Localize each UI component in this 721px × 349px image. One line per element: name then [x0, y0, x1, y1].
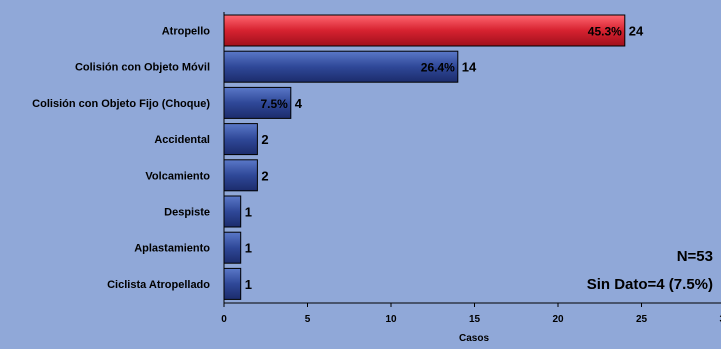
sample-size-note: N=53 [677, 248, 713, 265]
value-label: 14 [462, 60, 477, 75]
x-tick-label: 30 [719, 314, 721, 325]
value-label: 1 [245, 241, 252, 256]
x-axis-title: Casos [459, 333, 489, 344]
category-label: Colisión con Objeto Móvil [75, 62, 210, 74]
percent-label: 45.3% [588, 25, 622, 39]
category-label: Colisión con Objeto Fijo (Choque) [32, 98, 210, 110]
x-tick-label: 15 [469, 314, 481, 325]
percent-label: 7.5% [260, 97, 288, 111]
bar-3 [223, 123, 258, 156]
value-label: 2 [261, 168, 268, 183]
x-tick-label: 25 [636, 314, 648, 325]
x-tick-label: 0 [221, 314, 227, 325]
bar-5 [223, 195, 242, 228]
value-label: 1 [245, 277, 252, 292]
category-labels-layer: Atropello Colisión con Objeto Móvil Colisi… [32, 26, 210, 291]
category-label: Volcamiento [145, 170, 210, 182]
value-label: 24 [629, 24, 644, 39]
bar-2 [223, 86, 292, 119]
x-ticks-layer: 0 5 10 15 20 25 30 [221, 303, 721, 325]
bar-0 [223, 14, 626, 47]
category-label: Accidental [154, 134, 210, 146]
bar-1 [223, 50, 459, 83]
category-label: Atropello [162, 26, 211, 38]
category-label: Aplastamiento [134, 243, 210, 255]
missing-data-note: Sin Dato=4 (7.5%) [587, 276, 713, 293]
x-tick-label: 5 [305, 314, 311, 325]
x-axis [223, 12, 721, 304]
percent-label: 26.4% [421, 61, 455, 75]
category-label: Despiste [164, 207, 210, 219]
value-label: 1 [245, 205, 252, 220]
bar-6 [223, 231, 242, 264]
value-label: 2 [261, 132, 268, 147]
bar-7 [223, 267, 242, 300]
x-tick-label: 20 [552, 314, 564, 325]
category-label: Ciclista Atropellado [107, 279, 210, 291]
value-label: 4 [295, 96, 303, 111]
bars-layer: 45.3% 24 26.4% 14 7.5% 4 2 2 1 1 1 [223, 14, 644, 300]
bar-4 [223, 159, 258, 192]
x-tick-label: 10 [385, 314, 397, 325]
